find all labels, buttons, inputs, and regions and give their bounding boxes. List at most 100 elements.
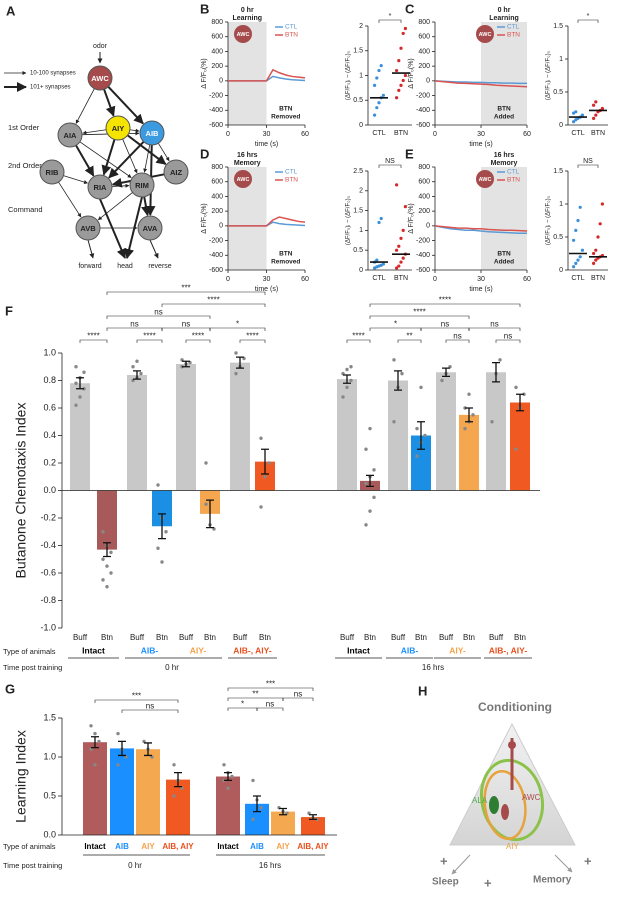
annotation: Removed [271,114,300,121]
y-tick-label: 0.5 [553,234,563,241]
data-point [259,436,263,440]
error-bar [309,814,317,821]
significance-label: *** [266,680,275,689]
synapse-edge [63,175,88,184]
data-point [373,113,377,117]
data-point [419,385,423,390]
significance-bracket [227,687,314,691]
panel-letter: A [6,3,16,18]
y-axis-label: (ΔF/F₀)ᵢ − (ΔF/F₀)₀ [546,50,552,100]
y-tick-label: 0 [559,267,563,274]
significance-bracket [445,339,470,343]
data-point [572,238,576,242]
x-tick-label: CTL [571,275,584,282]
y-tick-label: 0 [359,122,363,129]
legend-label: 10-100 synapses [30,71,76,77]
data-point [395,183,399,187]
y-tick-label: -0.8 [40,595,56,605]
bar [388,380,408,491]
panel-letter: E [405,146,414,161]
y-tick-label: 200 [418,63,430,70]
data-point [401,31,405,36]
x-tick-label: AIY [141,842,155,851]
data-point [74,403,78,407]
significance-bracket [185,339,211,343]
y-tick-label: -0.2 [40,512,56,522]
synapse-edge [75,144,95,177]
significance-bracket [161,303,266,307]
y-tick-label: 0.5 [353,97,363,104]
legend-label: BTN [285,177,298,184]
panel-letter: G [5,681,15,696]
significance-label: **** [413,308,425,317]
data-point [574,261,578,265]
y-tick-label: 800 [211,19,223,26]
output-label: forward [78,263,101,270]
arrow [554,854,573,873]
error-bar [442,367,450,378]
x-tick-label: 30 [477,276,485,283]
y-axis-label: (ΔF/F₀)ᵢ − (ΔF/F₀)₀ [346,195,352,245]
x-axis-label: time (s) [469,286,492,293]
y-tick-label: -200 [416,92,430,99]
x-tick-label: CTL [372,275,385,282]
x-tick-label: 60 [301,131,309,138]
trace-subtitle: Memory [491,160,518,167]
data-point [377,68,381,73]
ala-loop [479,758,545,842]
neuron-node [87,174,113,200]
y-tick-label: -200 [209,237,223,244]
data-point [230,774,234,779]
bar [510,402,530,491]
data-point [135,359,139,363]
y-tick-label: 1 [559,201,563,208]
diagram-label: AIY [506,842,520,851]
output-arrow [87,239,95,259]
data-point [142,739,146,744]
synapse-edge [75,88,95,124]
bar [230,362,250,491]
bar [176,364,196,491]
data-point [400,371,404,376]
x-tick-label: 0 [433,276,437,283]
x-tick-label: 30 [263,131,271,138]
bar [136,749,160,835]
neuron-node [57,122,83,148]
y-tick-label: -200 [209,92,223,99]
data-point [377,220,381,225]
y-tick-label: -600 [209,122,223,129]
annotation: BTN [497,106,511,113]
significance-label: ns [294,690,302,699]
panel-letter: D [200,146,209,161]
x-tick-label: Btn [514,633,526,642]
neuron-label: AIB [146,129,160,138]
y-tick-label: 400 [418,48,430,55]
y-tick-label: 0 [219,78,223,85]
data-point [594,100,598,104]
level-label: Command [8,205,43,214]
output-label: head [117,263,133,270]
data-point [401,78,405,83]
data-point [368,426,372,431]
x-tick-label: Buff [130,633,145,642]
significance-bracket [577,19,599,23]
trace-subtitle: Memory [234,160,261,167]
y-tick-label: 200 [211,208,223,215]
x-tick-label: 30 [477,131,485,138]
y-axis-label: Learning Index [13,730,29,823]
data-point [74,365,78,369]
data-point [267,461,271,465]
mean-trace [434,80,528,88]
data-point [395,248,399,252]
data-point [105,564,109,568]
significance-label: ns [441,320,449,329]
significance-bracket [378,164,402,168]
y-tick-label: 800 [418,164,430,171]
data-point [375,258,379,262]
significance-bracket [346,339,371,343]
data-point [364,447,368,451]
error-bar [144,742,152,757]
synapse-edge [97,192,133,221]
bar [271,811,295,835]
output-arrow [99,198,127,259]
